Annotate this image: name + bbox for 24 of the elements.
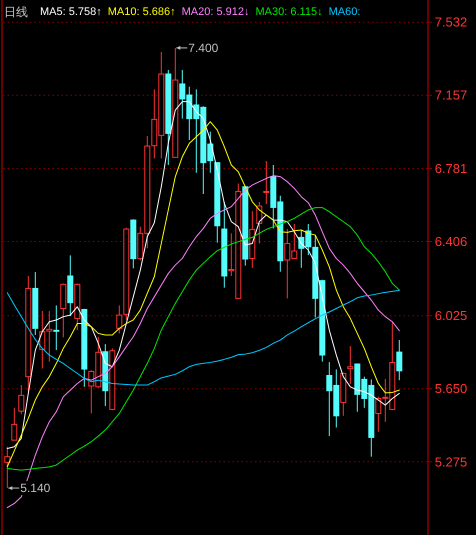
candlestick: [67, 254, 74, 317]
y-tick-label: 5.650: [434, 381, 468, 396]
candlestick: [249, 210, 256, 268]
annotation: 5.140: [20, 481, 51, 496]
line-series: [6, 290, 400, 386]
candlestick: [396, 340, 402, 381]
legend: MA5: 5.758↑ MA10: 5.686↑ MA20: 5.912↓ MA30: 6.115↓ MA60:: [40, 6, 360, 18]
y-tick-label: 5.275: [434, 454, 468, 470]
y-tick-label: 6.406: [434, 234, 468, 249]
text: 日线: [4, 5, 28, 19]
candlestick: [102, 344, 108, 407]
annotation: 7.400: [188, 40, 219, 55]
y-tick-label: 6.781: [434, 160, 468, 176]
candlestick: [25, 275, 32, 392]
line-series: [6, 207, 400, 471]
y-tick-label: 7.532: [434, 14, 468, 30]
candlestick: [263, 160, 270, 205]
candlestick: [32, 272, 38, 336]
candlestick: [221, 201, 228, 288]
y-tick-label: 7.157: [434, 88, 468, 103]
y-tick-label: 6.025: [434, 308, 468, 324]
line-series: [6, 175, 400, 508]
candlestick: [347, 346, 354, 385]
candlestick: [53, 304, 60, 350]
